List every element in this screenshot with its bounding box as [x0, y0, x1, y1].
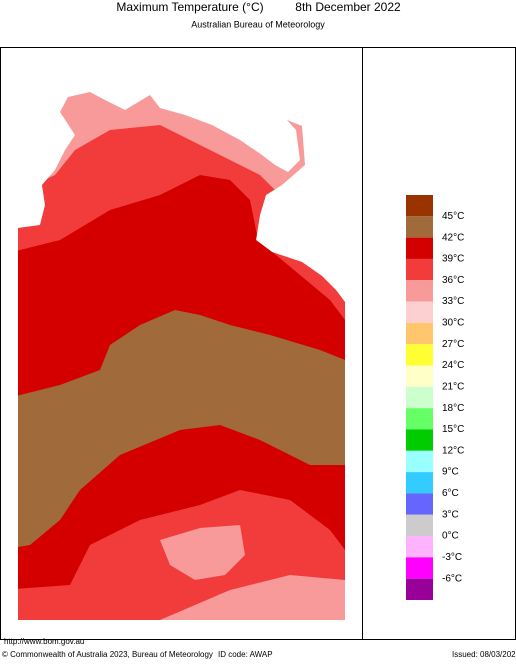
date: 8th December 2022 [295, 0, 401, 14]
legend-swatch [406, 365, 433, 387]
issued: Issued: 08/03/2023 [452, 650, 516, 659]
legend-swatch [406, 216, 433, 238]
legend-label: -3°C [442, 552, 462, 563]
legend-swatch [406, 195, 433, 217]
legend-swatch [406, 237, 433, 259]
legend-swatch [406, 514, 433, 537]
legend-label: 12°C [442, 445, 464, 456]
legend-swatch [406, 322, 433, 345]
legend-swatch [406, 578, 433, 600]
legend-label: 21°C [442, 381, 464, 392]
legend-label: 39°C [442, 254, 464, 265]
subtitle: Australian Bureau of Meteorology [191, 19, 325, 29]
legend-label: 6°C [442, 488, 459, 499]
legend-swatch [406, 258, 433, 281]
legend-swatch [406, 280, 433, 302]
url: http://www.bom.gov.au [4, 637, 84, 646]
legend-label: 36°C [442, 275, 464, 286]
legend-label: 42°C [442, 232, 464, 243]
legend-label: 24°C [442, 360, 464, 371]
id-code: ID code: AWAP [218, 650, 273, 659]
legend-swatch [406, 493, 433, 515]
legend-label: 27°C [442, 339, 464, 350]
legend-swatch [406, 301, 433, 323]
legend-label: 0°C [442, 531, 459, 542]
legend-swatch [406, 429, 433, 451]
title: Maximum Temperature (°C) [116, 0, 263, 14]
legend-label: 18°C [442, 403, 464, 414]
legend-label: 45°C [442, 211, 464, 222]
legend-swatch [406, 450, 433, 473]
legend-swatch [406, 408, 433, 430]
legend-swatch [406, 536, 433, 558]
copyright: © Commonwealth of Australia 2023, Bureau… [2, 650, 213, 659]
legend-swatch [406, 557, 433, 579]
legend-swatch [406, 472, 433, 494]
legend-label: 9°C [442, 467, 459, 478]
legend-swatch [406, 386, 433, 409]
legend-label: 33°C [442, 296, 464, 307]
legend-label: 15°C [442, 424, 464, 435]
legend: 45°C 42°C 39°C 36°C 33°C 30°C 27°C 24°C 21°C 18°C… [406, 195, 464, 600]
map [18, 92, 345, 620]
legend-label: 30°C [442, 318, 464, 329]
legend-label: -6°C [442, 573, 462, 584]
legend-label: 3°C [442, 509, 459, 520]
legend-swatch [406, 344, 433, 366]
